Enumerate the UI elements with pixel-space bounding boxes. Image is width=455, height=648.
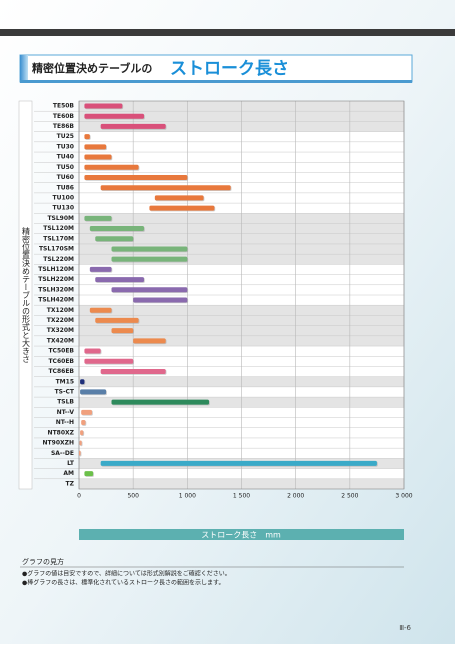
notes-heading: グラフの見方 bbox=[22, 557, 64, 566]
y-tick-label: TSL170SM bbox=[39, 246, 74, 253]
y-tick-label: TX220M bbox=[47, 317, 74, 324]
bar bbox=[133, 338, 166, 344]
y-tick-label: TC50EB bbox=[48, 348, 74, 355]
note-item: ●棒グラフの長さは、標準化されているストローク長さの範囲を示します。 bbox=[22, 579, 224, 587]
bar bbox=[89, 307, 112, 313]
y-tick-label: TU30 bbox=[57, 143, 74, 150]
bar bbox=[100, 123, 166, 129]
bar bbox=[84, 174, 188, 180]
y-tick-label: TSL170M bbox=[43, 235, 74, 242]
y-tick-label: TSLH420M bbox=[38, 297, 74, 304]
bar bbox=[84, 134, 90, 140]
y-tick-label: NT--V bbox=[57, 409, 75, 416]
y-tick-label: TE50B bbox=[53, 103, 75, 110]
note-item: ●グラフの値は目安ですので、詳細については形式別解説をご確認ください。 bbox=[22, 570, 231, 578]
y-tick-label: TU25 bbox=[57, 133, 74, 140]
y-tick-label: TSL120M bbox=[43, 225, 74, 232]
plot-frame bbox=[78, 100, 405, 490]
plot: 0 500 1 000 1 500 2 000 2 500 3 000 TE50B TE60B T… bbox=[34, 100, 413, 500]
y-tick-label: SA--DE bbox=[51, 450, 74, 457]
top-bar bbox=[0, 29, 455, 36]
bar bbox=[80, 379, 85, 385]
bar bbox=[111, 246, 188, 252]
y-tick-label: TU50 bbox=[57, 164, 74, 171]
y-tick-label: TX320M bbox=[47, 327, 74, 334]
title-prefix: 精密位置決めテーブルの bbox=[32, 61, 152, 75]
title-underline bbox=[20, 80, 412, 83]
y-tick-label: TE86B bbox=[53, 123, 75, 130]
x-tick-label: 1 000 bbox=[179, 493, 196, 500]
y-tick-label: TSLH120M bbox=[38, 266, 74, 273]
bar bbox=[95, 277, 144, 283]
y-tick-label: NT90XZH bbox=[43, 440, 74, 447]
y-tick-label: TSLH220M bbox=[38, 276, 74, 283]
bar bbox=[84, 348, 101, 354]
bar bbox=[84, 358, 134, 364]
title-tab bbox=[20, 55, 28, 82]
y-tick-label: TX120M bbox=[47, 307, 74, 314]
x-label-bar bbox=[79, 529, 404, 540]
y-tick-label: NT80XZ bbox=[48, 429, 75, 436]
bar bbox=[154, 195, 204, 201]
x-tick-label: 3 000 bbox=[395, 493, 412, 500]
bar bbox=[95, 236, 134, 242]
y-tick-label: AM bbox=[63, 470, 74, 477]
y-tick-label: TU86 bbox=[57, 184, 74, 191]
y-tick-label: TSLB bbox=[57, 399, 74, 406]
bar bbox=[84, 144, 107, 150]
bar bbox=[79, 440, 82, 446]
bar bbox=[89, 226, 144, 232]
y-tick-label: TSLH320M bbox=[38, 286, 74, 293]
bar bbox=[84, 103, 123, 109]
y-tick-label: TU130 bbox=[53, 205, 75, 212]
y-axis-label: 精密位置決めテーブルの形式と大きさ bbox=[22, 226, 31, 363]
bar bbox=[133, 297, 188, 303]
y-tick-label: TU60 bbox=[57, 174, 74, 181]
y-tick-label: TS-CT bbox=[55, 389, 75, 396]
chart-title: ストローク長さ bbox=[170, 59, 289, 79]
bar bbox=[100, 368, 166, 374]
bar bbox=[79, 450, 81, 456]
bar bbox=[111, 256, 188, 262]
bar bbox=[111, 328, 134, 334]
bar bbox=[80, 389, 107, 395]
bar bbox=[84, 164, 139, 170]
y-tick-label: TZ bbox=[66, 480, 75, 487]
bar bbox=[100, 185, 231, 191]
y-tick-label: TC60EB bbox=[48, 358, 74, 365]
x-tick-label: 500 bbox=[127, 493, 139, 500]
bar bbox=[149, 205, 215, 211]
title-box bbox=[19, 54, 413, 83]
y-tick-label: TM15 bbox=[56, 378, 74, 385]
y-tick-label: TU100 bbox=[53, 195, 75, 202]
x-axis-label: ストローク長さ mm bbox=[201, 531, 281, 540]
x-tick-label: 0 bbox=[77, 493, 81, 500]
y-tick-label: LT bbox=[67, 460, 75, 467]
y-tick-label: TSL220M bbox=[43, 256, 74, 263]
x-tick-label: 2 500 bbox=[341, 493, 358, 500]
bar bbox=[111, 399, 209, 405]
bar bbox=[100, 460, 377, 466]
y-tick-label: TE60B bbox=[53, 113, 75, 120]
bar bbox=[81, 409, 92, 415]
y-label-box bbox=[18, 100, 33, 490]
y-tick-label: TX420M bbox=[47, 337, 74, 344]
x-tick-label: 2 000 bbox=[287, 493, 304, 500]
bar bbox=[95, 317, 139, 323]
bar bbox=[84, 471, 94, 477]
bar bbox=[84, 154, 112, 160]
bar bbox=[89, 266, 112, 272]
bar bbox=[80, 430, 84, 436]
x-tick-label: 1 500 bbox=[233, 493, 250, 500]
bar bbox=[81, 420, 86, 426]
bar bbox=[84, 113, 144, 119]
y-tick-label: TSL90M bbox=[47, 215, 74, 222]
bar bbox=[111, 287, 188, 293]
page-number: Ⅲ-6 bbox=[399, 624, 411, 632]
y-tick-label: TC86EB bbox=[48, 368, 74, 375]
y-tick-label: NT--H bbox=[56, 419, 74, 426]
bar bbox=[84, 215, 112, 221]
y-tick-label: TU40 bbox=[57, 154, 74, 161]
